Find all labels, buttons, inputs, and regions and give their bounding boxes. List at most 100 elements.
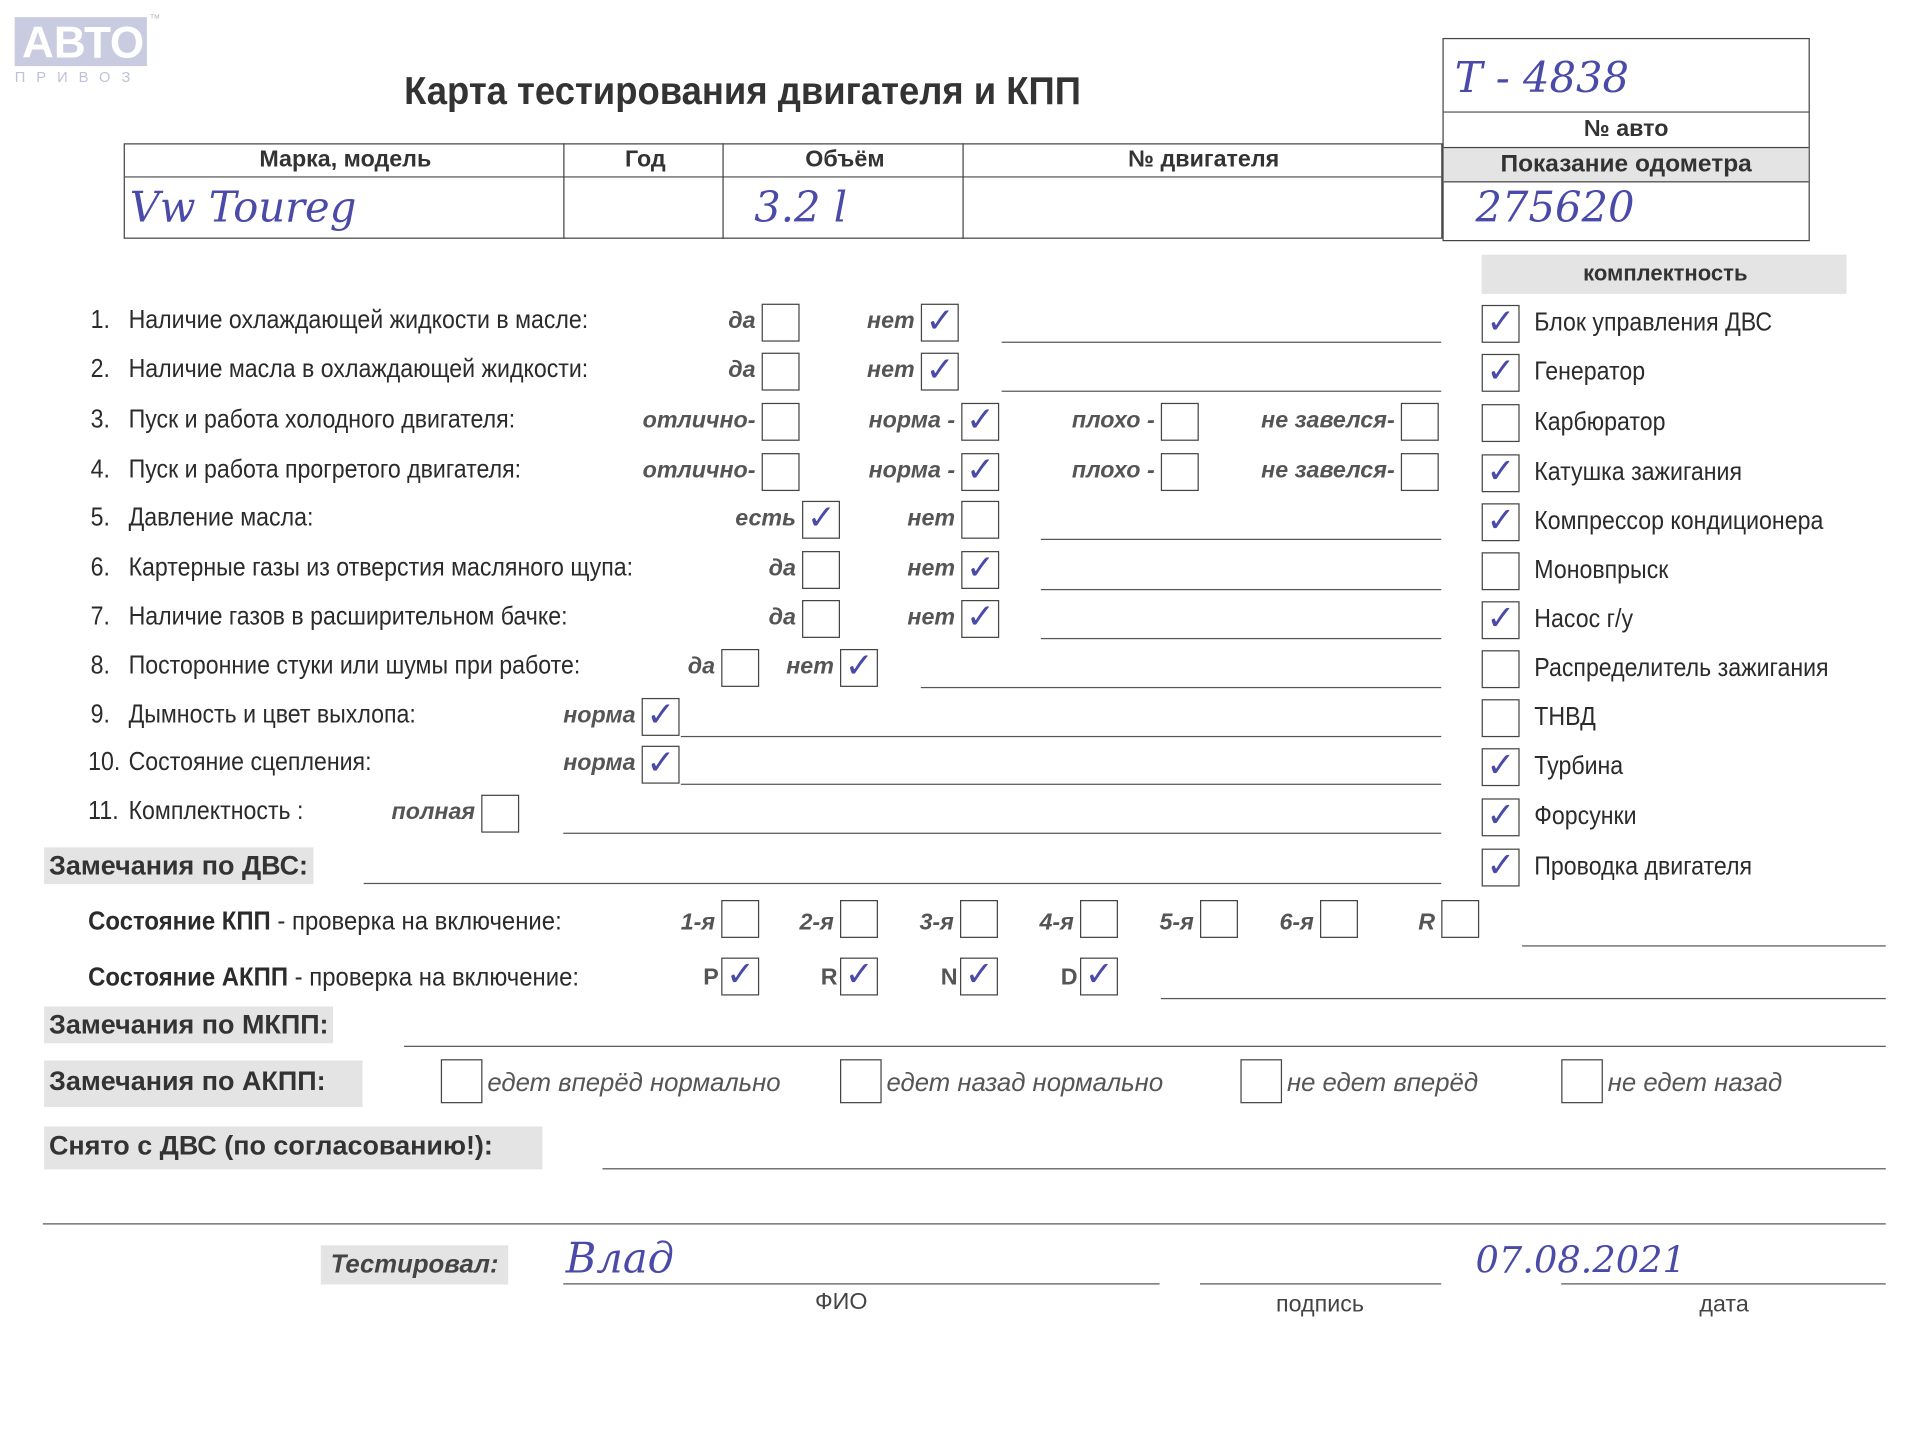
auto-gearbox-label: Состояние АКПП - проверка на включение: bbox=[88, 963, 580, 992]
car-number-value: T - 4838 bbox=[1454, 53, 1629, 103]
completeness-checkbox[interactable]: ✓ bbox=[1481, 795, 1520, 837]
check-label: Дымность и цвет выхлопа: bbox=[128, 700, 416, 729]
option-checkbox[interactable]: ✓ bbox=[920, 349, 959, 391]
gear-checkbox[interactable] bbox=[1080, 900, 1118, 938]
option-label: да bbox=[768, 555, 796, 582]
option-checkbox[interactable] bbox=[1400, 453, 1439, 492]
removed-line[interactable] bbox=[602, 1168, 1886, 1170]
option-checkbox[interactable]: ✓ bbox=[961, 596, 1000, 638]
option-checkbox[interactable] bbox=[1160, 402, 1199, 441]
auto-remark-checkbox[interactable] bbox=[1561, 1059, 1603, 1104]
check-number: 10. bbox=[88, 748, 121, 777]
gear-checkbox[interactable] bbox=[1320, 900, 1358, 938]
checkmark-icon: ✓ bbox=[646, 694, 676, 735]
option-checkbox[interactable]: ✓ bbox=[641, 742, 680, 784]
odometer-value: 275620 bbox=[1475, 183, 1635, 233]
option-checkbox[interactable]: ✓ bbox=[802, 497, 841, 539]
option-checkbox[interactable]: ✓ bbox=[920, 300, 959, 342]
checkmark-icon: ✓ bbox=[806, 497, 836, 538]
vehicle-table bbox=[123, 143, 1443, 239]
option-label: полная bbox=[391, 799, 476, 826]
remarks-line[interactable] bbox=[680, 735, 1442, 738]
gear-checkbox[interactable]: ✓ bbox=[721, 954, 760, 996]
gear-label: 3-я bbox=[919, 909, 954, 936]
completeness-checkbox[interactable]: ✓ bbox=[1481, 301, 1520, 343]
completeness-checkbox[interactable]: ✓ bbox=[1481, 450, 1520, 493]
option-checkbox[interactable]: ✓ bbox=[840, 645, 878, 687]
option-checkbox[interactable] bbox=[761, 352, 800, 391]
remarks-line[interactable] bbox=[1040, 637, 1442, 640]
remarks-line[interactable] bbox=[1040, 538, 1442, 541]
gear-checkbox[interactable]: ✓ bbox=[840, 954, 878, 996]
completeness-checkbox[interactable]: ✓ bbox=[1481, 597, 1520, 640]
completeness-checkbox[interactable] bbox=[1481, 404, 1520, 443]
check-number: 9. bbox=[90, 700, 110, 729]
option-checkbox[interactable] bbox=[761, 402, 800, 441]
manual-remarks-label: Замечания по МКПП: bbox=[44, 1006, 334, 1044]
brand-model-value: Vw Toureg bbox=[129, 183, 357, 233]
checkmark-icon: ✓ bbox=[1486, 597, 1516, 638]
checkmark-icon: ✓ bbox=[726, 953, 755, 995]
checkmark-icon: ✓ bbox=[966, 596, 995, 637]
gear-checkbox[interactable] bbox=[840, 900, 878, 938]
option-checkbox[interactable]: ✓ bbox=[961, 547, 1000, 589]
engine-remarks-line[interactable] bbox=[363, 882, 1442, 885]
remarks-line[interactable] bbox=[1040, 588, 1442, 591]
option-checkbox[interactable] bbox=[761, 453, 800, 492]
remarks-line[interactable] bbox=[563, 832, 1442, 834]
auto-remark-checkbox[interactable] bbox=[1240, 1059, 1283, 1104]
auto-remark-checkbox[interactable] bbox=[440, 1059, 483, 1104]
gear-checkbox[interactable] bbox=[960, 900, 998, 938]
manual-gearbox-line[interactable] bbox=[1522, 945, 1886, 947]
completeness-label: Форсунки bbox=[1534, 802, 1637, 831]
check-label: Комплектность : bbox=[128, 797, 304, 826]
name-line[interactable] bbox=[563, 1283, 1160, 1285]
manual-remarks-line[interactable] bbox=[404, 1045, 1886, 1047]
checkmark-icon: ✓ bbox=[1084, 953, 1114, 995]
check-number: 4. bbox=[90, 455, 110, 484]
option-checkbox[interactable] bbox=[802, 600, 841, 638]
check-label: Давление масла: bbox=[128, 503, 314, 532]
option-checkbox[interactable] bbox=[481, 794, 520, 833]
option-checkbox[interactable]: ✓ bbox=[961, 399, 1000, 441]
completeness-checkbox[interactable]: ✓ bbox=[1481, 744, 1520, 787]
auto-remark-checkbox[interactable] bbox=[840, 1059, 882, 1104]
completeness-label: Распределитель зажигания bbox=[1534, 653, 1829, 683]
remarks-line[interactable] bbox=[920, 686, 1442, 689]
option-checkbox[interactable]: ✓ bbox=[961, 449, 1000, 492]
gear-checkbox[interactable]: ✓ bbox=[1080, 954, 1118, 996]
gear-label: 6-я bbox=[1279, 909, 1314, 936]
date-line[interactable] bbox=[1561, 1283, 1886, 1285]
gear-checkbox[interactable] bbox=[1200, 900, 1238, 938]
option-checkbox[interactable]: ✓ bbox=[641, 694, 680, 736]
completeness-checkbox[interactable]: ✓ bbox=[1481, 845, 1520, 887]
option-label: отлично- bbox=[642, 407, 756, 434]
gear-checkbox[interactable]: ✓ bbox=[960, 954, 998, 996]
auto-remark-label: едет назад нормально bbox=[886, 1068, 1164, 1098]
option-checkbox[interactable] bbox=[961, 500, 1000, 539]
remarks-line[interactable] bbox=[680, 783, 1442, 785]
completeness-checkbox[interactable] bbox=[1481, 650, 1520, 689]
remarks-line[interactable] bbox=[1001, 390, 1442, 392]
completeness-checkbox[interactable]: ✓ bbox=[1481, 500, 1520, 542]
remarks-line[interactable] bbox=[1001, 341, 1442, 343]
gear-label: 1-я bbox=[680, 909, 716, 936]
option-checkbox[interactable] bbox=[1400, 402, 1439, 441]
option-label: нет bbox=[867, 357, 915, 384]
option-checkbox[interactable] bbox=[1160, 453, 1199, 492]
completeness-checkbox[interactable] bbox=[1481, 552, 1520, 591]
option-checkbox[interactable] bbox=[802, 551, 841, 589]
gear-checkbox[interactable] bbox=[1441, 900, 1480, 938]
gear-checkbox[interactable] bbox=[721, 900, 760, 938]
completeness-checkbox[interactable]: ✓ bbox=[1481, 350, 1520, 392]
completeness-label: Карбюратор bbox=[1534, 407, 1666, 436]
checkmark-icon: ✓ bbox=[966, 449, 995, 490]
option-label: норма bbox=[563, 702, 636, 729]
checkmark-icon: ✓ bbox=[1486, 450, 1516, 492]
option-label: норма bbox=[563, 750, 636, 777]
completeness-checkbox[interactable] bbox=[1481, 699, 1520, 738]
option-checkbox[interactable] bbox=[721, 648, 760, 687]
option-checkbox[interactable] bbox=[761, 303, 800, 342]
signature-line[interactable] bbox=[1200, 1283, 1442, 1285]
auto-gearbox-line[interactable] bbox=[1160, 997, 1886, 1000]
